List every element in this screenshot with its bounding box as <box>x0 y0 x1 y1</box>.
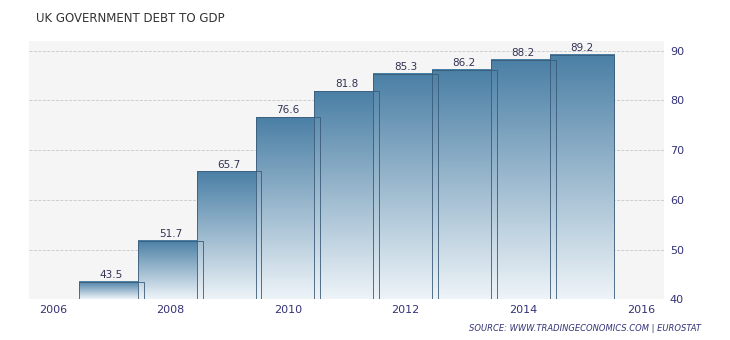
Text: 43.5: 43.5 <box>100 270 123 280</box>
Bar <box>432 70 496 299</box>
Bar <box>79 282 144 299</box>
Bar <box>491 60 556 299</box>
Bar <box>197 171 261 299</box>
Text: 85.3: 85.3 <box>394 62 417 72</box>
Text: SOURCE: WWW.TRADINGECONOMICS.COM | EUROSTAT: SOURCE: WWW.TRADINGECONOMICS.COM | EUROS… <box>469 324 701 333</box>
Bar <box>138 241 203 299</box>
Bar <box>255 117 320 299</box>
Bar <box>550 55 615 299</box>
Text: 65.7: 65.7 <box>218 159 241 170</box>
Bar <box>315 91 379 299</box>
Text: 89.2: 89.2 <box>570 43 593 53</box>
Text: 81.8: 81.8 <box>335 80 358 89</box>
Text: 88.2: 88.2 <box>512 48 535 58</box>
Bar <box>373 74 438 299</box>
Text: UK GOVERNMENT DEBT TO GDP: UK GOVERNMENT DEBT TO GDP <box>36 12 224 25</box>
Text: 51.7: 51.7 <box>158 229 182 239</box>
Text: 86.2: 86.2 <box>453 58 476 68</box>
Text: 76.6: 76.6 <box>277 105 299 115</box>
